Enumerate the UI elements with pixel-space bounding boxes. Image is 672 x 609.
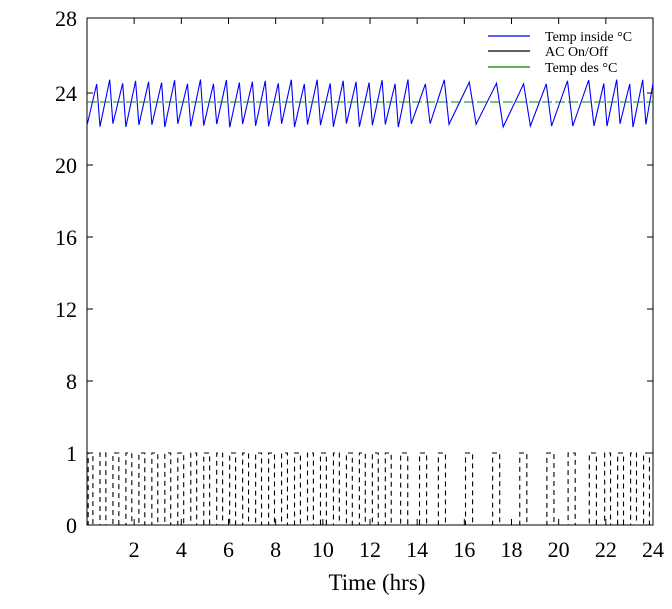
x-tick-label: 22: [595, 537, 617, 562]
x-tick-label: 2: [129, 537, 140, 562]
series-ac-on-off: [87, 452, 653, 526]
temp-inside-line: [86, 79, 654, 129]
y-tick-label: 1: [66, 441, 77, 466]
series-temp-inside: [86, 79, 654, 129]
legend-ac-on-off-label: AC On/Off: [545, 45, 608, 60]
y-tick-label: 12: [55, 297, 77, 322]
y-tick-label: 28: [55, 6, 77, 31]
y-tick-label: 0: [66, 513, 77, 538]
legend-temp-inside-label: Temp inside °C: [545, 30, 632, 45]
x-axis-ticks: 2 4 6 8 10 12 14 16 18 20 22 24: [129, 18, 664, 562]
x-tick-label: 8: [270, 537, 281, 562]
y-tick-label: 8: [66, 369, 77, 394]
x-tick-label: 16: [453, 537, 475, 562]
y-axis-ticks: 0 1 8 12 16 20 24 28: [55, 6, 653, 538]
x-tick-label: 14: [406, 537, 428, 562]
x-tick-label: 24: [642, 537, 664, 562]
x-tick-label: 20: [548, 537, 570, 562]
x-tick-label: 6: [223, 537, 234, 562]
x-tick-label: 12: [359, 537, 381, 562]
y-tick-label: 20: [55, 153, 77, 178]
ac-on-off-line: [87, 452, 653, 526]
y-tick-label: 16: [55, 225, 77, 250]
x-axis-label: Time (hrs): [329, 570, 426, 595]
legend-temp-desired-label: Temp des °C: [545, 61, 617, 76]
x-tick-label: 10: [312, 537, 334, 562]
y-tick-label: 24: [55, 81, 77, 106]
x-tick-label: 4: [176, 537, 187, 562]
x-tick-label: 18: [501, 537, 523, 562]
